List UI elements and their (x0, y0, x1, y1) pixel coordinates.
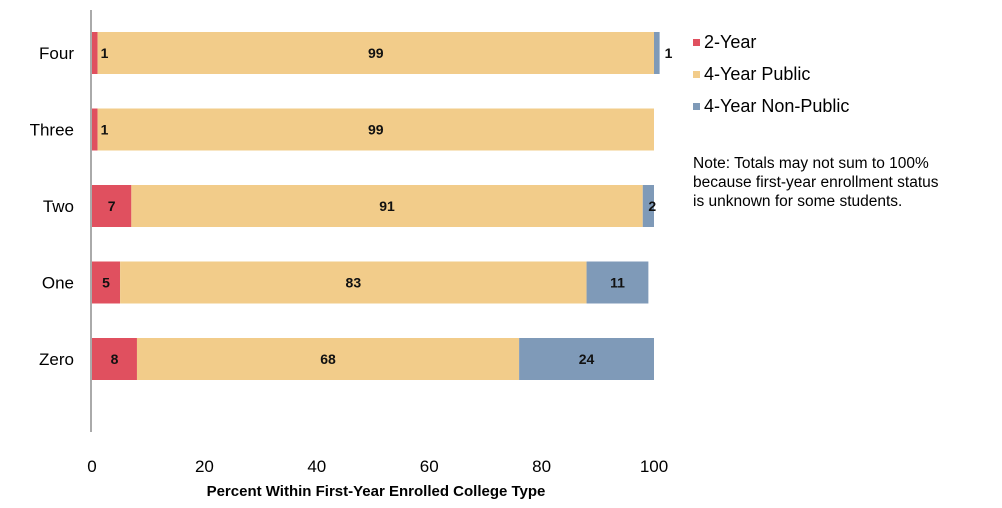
x-tick-label: 20 (195, 457, 214, 476)
x-tick-label: 100 (640, 457, 668, 476)
x-tick-label: 60 (420, 457, 439, 476)
bar-value-label: 1 (665, 45, 673, 61)
y-ticks-layer: Four Three Two One Zero (30, 44, 75, 369)
y-tick-label: Zero (39, 350, 74, 369)
y-tick-label: Three (30, 121, 74, 140)
bar-value-label: 91 (379, 198, 395, 214)
legend: 2-Year 4-Year Public 4-Year Non-Public (693, 26, 849, 122)
x-tick-label: 80 (532, 457, 551, 476)
bar-value-label: 8 (111, 351, 119, 367)
note-line: is unknown for some students. (693, 193, 903, 210)
bar-segment (92, 185, 132, 227)
legend-item-4-year-non-public: 4-Year Non-Public (693, 90, 849, 122)
value-labels-layer: 1 99 11 997 91 25 83 118 68 24 (101, 45, 673, 367)
bar-segment (586, 261, 649, 304)
bar-segment (519, 338, 654, 380)
x-tick-label: 40 (307, 457, 326, 476)
bar-segment (97, 108, 655, 151)
legend-label: 4-Year Public (704, 63, 811, 84)
note-line: because first-year enrollment status (693, 174, 939, 191)
bar-value-label: 7 (108, 198, 116, 214)
legend-item-2-year: 2-Year (693, 26, 849, 58)
bars-layer (92, 32, 660, 380)
bar-value-label: 99 (368, 45, 384, 61)
bar-segment (92, 32, 98, 74)
bar-value-label: 5 (102, 275, 110, 291)
bar-segment (92, 338, 137, 380)
x-axis-label: Percent Within First-Year Enrolled Colle… (207, 483, 546, 500)
bar-value-label: 83 (346, 275, 362, 291)
y-tick-label: Two (43, 197, 74, 216)
legend-label: 2-Year (704, 31, 757, 52)
bar-segment (136, 338, 520, 380)
bar-segment (120, 261, 587, 304)
legend-item-4-year-public: 4-Year Public (693, 58, 849, 90)
x-ticks-layer: 0 20 40 60 80 100 (87, 457, 668, 476)
y-tick-label: Four (39, 44, 74, 63)
bar-value-label: 2 (648, 198, 656, 214)
bar-segment (642, 185, 654, 227)
bar-value-label: 1 (101, 45, 109, 61)
bar-value-label: 24 (579, 351, 595, 367)
x-tick-label: 0 (87, 457, 96, 476)
note-line: Note: Totals may not sum to 100% (693, 155, 929, 172)
bar-value-label: 1 (101, 122, 109, 138)
legend-swatch-2-year (693, 38, 700, 46)
bar-value-label: 68 (320, 351, 336, 367)
bar-segment (92, 108, 98, 151)
y-tick-label: One (42, 274, 74, 293)
legend-swatch-4-year-non-public (693, 102, 700, 110)
bar-segment (92, 261, 121, 304)
bar-value-label: 11 (610, 275, 625, 291)
bar-segment (97, 32, 655, 74)
bar-segment (654, 32, 660, 74)
bar-segment (131, 185, 643, 227)
note-text: Note: Totals may not sum to 100% because… (693, 154, 993, 211)
legend-swatch-4-year-public (693, 70, 700, 78)
legend-label: 4-Year Non-Public (704, 95, 850, 116)
bar-value-label: 99 (368, 122, 384, 138)
